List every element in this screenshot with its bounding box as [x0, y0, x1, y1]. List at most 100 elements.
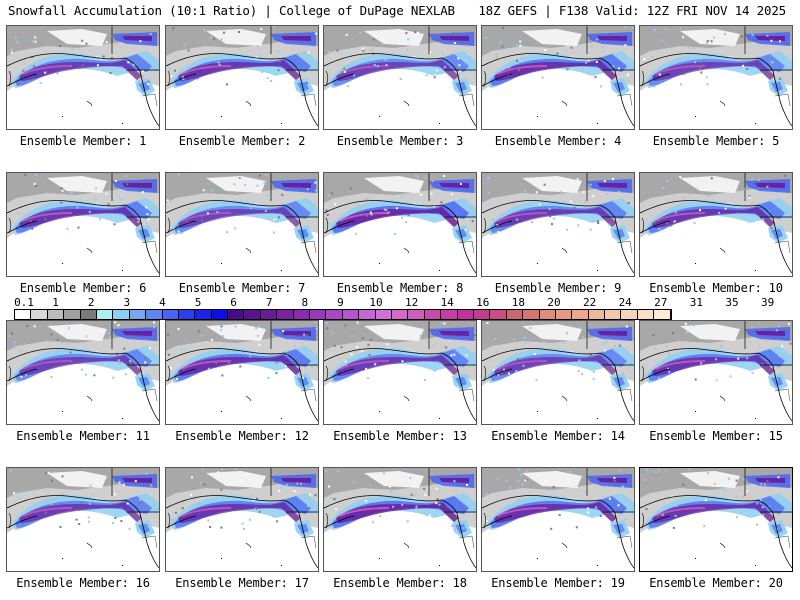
ensemble-member-label: Ensemble Member: 6 [19, 281, 147, 295]
ensemble-member-label: Ensemble Member: 20 [649, 576, 783, 590]
ensemble-member-map-18[interactable] [323, 467, 477, 572]
coastline [166, 348, 318, 422]
asia-coast [325, 217, 329, 234]
canada-heavy-snow [122, 478, 152, 483]
snowfall-map [324, 321, 476, 422]
state-borders [616, 535, 633, 549]
colorbar-swatch [211, 310, 229, 319]
snowfall-map [166, 468, 318, 569]
snow-band-heavy [336, 355, 459, 376]
snowfall-map [166, 321, 318, 422]
snow-band-extreme [655, 65, 706, 75]
asia-coast [167, 512, 171, 529]
island-dot [62, 558, 63, 559]
colorbar-swatch [195, 310, 212, 319]
snow-band-extreme [22, 65, 73, 75]
coastline [324, 495, 476, 569]
ensemble-member-map-12[interactable] [165, 320, 319, 425]
colorbar-swatch [391, 310, 409, 319]
hawaii-islands [719, 100, 726, 107]
ensemble-member-map-7[interactable] [165, 172, 319, 277]
snow-band-extreme [181, 65, 232, 75]
colorbar-tick-label: 35 [725, 296, 739, 309]
low-snow-area [364, 29, 424, 46]
snowfall-map [166, 26, 318, 127]
colorbar-swatch [129, 310, 147, 319]
ensemble-member-map-3[interactable] [323, 25, 477, 130]
state-borders [300, 240, 317, 254]
snow-band-heavy [178, 60, 301, 81]
colorbar-swatch [277, 310, 294, 319]
snowfall-map [7, 468, 159, 569]
snow-band-extreme [181, 507, 232, 517]
ensemble-member-label: Ensemble Member: 10 [649, 281, 783, 295]
ensemble-member-map-13[interactable] [323, 320, 477, 425]
state-borders [774, 535, 791, 549]
snow-band-heavy [19, 60, 142, 81]
colorbar-swatch [588, 310, 606, 319]
canada-heavy-snow [755, 478, 785, 483]
ensemble-member-map-20[interactable] [639, 467, 793, 572]
colorbar-tick-label: 7 [265, 296, 273, 309]
coastline [482, 53, 634, 127]
ensemble-member-map-5[interactable] [639, 25, 793, 130]
ensemble-member-map-6[interactable] [6, 172, 160, 277]
asia-coast [641, 217, 645, 234]
hawaii-islands [86, 395, 93, 402]
canada-heavy-snow [755, 183, 785, 188]
ensemble-member-label: Ensemble Member: 17 [175, 576, 309, 590]
ensemble-member-map-2[interactable] [165, 25, 319, 130]
colorbar-swatch [15, 310, 32, 319]
snow-band-heavy [652, 60, 775, 81]
snowfall-map [640, 321, 792, 422]
snowfall-map [482, 468, 634, 569]
snow-band-extreme [22, 360, 73, 370]
coastline [7, 348, 159, 422]
low-snow-area [47, 29, 107, 46]
ensemble-member-map-10[interactable] [639, 172, 793, 277]
ensemble-member-map-19[interactable] [481, 467, 635, 572]
ensemble-member-map-16[interactable] [6, 467, 160, 572]
state-borders [616, 240, 633, 254]
colorbar-swatch [490, 310, 507, 319]
ensemble-member-map-4[interactable] [481, 25, 635, 130]
island-dot [695, 411, 696, 412]
island-dot [379, 558, 380, 559]
colorbar-tick-label: 2 [87, 296, 95, 309]
state-borders [774, 93, 791, 107]
snowfall-map [482, 173, 634, 274]
low-snow-area [364, 176, 424, 193]
colorbar-swatch [621, 310, 638, 319]
asia-coast [167, 217, 171, 234]
ensemble-member-map-9[interactable] [481, 172, 635, 277]
island-dot [755, 418, 756, 419]
ensemble-member-map-15[interactable] [639, 320, 793, 425]
ensemble-member-map-8[interactable] [323, 172, 477, 277]
coastline [7, 495, 159, 569]
ensemble-member-map-11[interactable] [6, 320, 160, 425]
coastline [640, 200, 792, 274]
asia-coast [8, 70, 12, 87]
ensemble-member-map-1[interactable] [6, 25, 160, 130]
ensemble-member-map-17[interactable] [165, 467, 319, 572]
island-dot [755, 565, 756, 566]
ensemble-member-map-14[interactable] [481, 320, 635, 425]
canada-heavy-snow [122, 36, 152, 41]
low-snow-area [47, 176, 107, 193]
snow-band-extreme [497, 360, 548, 370]
snow-band-extreme [497, 212, 548, 222]
colorbar-swatch [228, 310, 245, 319]
colorbar-tick-label: 14 [440, 296, 454, 309]
ensemble-member-label: Ensemble Member: 13 [333, 429, 467, 443]
island-dot [62, 411, 63, 412]
island-dot [439, 565, 440, 566]
island-dot [281, 418, 282, 419]
island-dot [537, 116, 538, 117]
snowfall-map [482, 26, 634, 127]
state-borders [616, 388, 633, 402]
ensemble-member-label: Ensemble Member: 15 [649, 429, 783, 443]
island-dot [379, 263, 380, 264]
snowfall-map [166, 173, 318, 274]
state-borders [141, 388, 158, 402]
island-dot [695, 116, 696, 117]
